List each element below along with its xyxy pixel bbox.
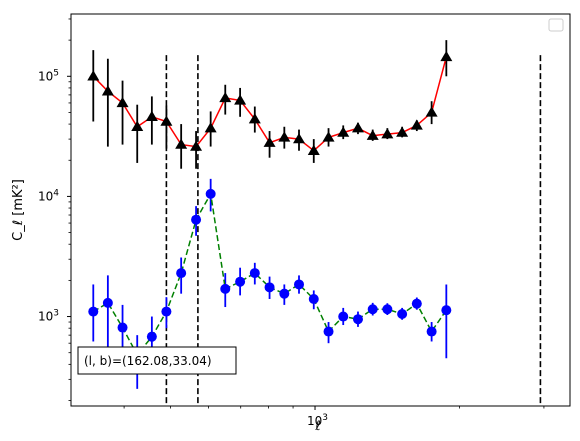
annotation-text: (l, b)=(162.08,33.04) <box>84 354 212 368</box>
series-1-marker-19 <box>367 304 378 315</box>
plot-area <box>87 40 542 406</box>
series-1-marker-9 <box>220 283 231 294</box>
series-0-marker-12 <box>263 136 276 147</box>
series-0-marker-4 <box>145 110 158 121</box>
series-1-marker-17 <box>338 311 349 322</box>
series-0-marker-6 <box>175 138 188 149</box>
series-0-marker-22 <box>410 119 423 130</box>
series-0-marker-13 <box>278 131 291 142</box>
series-1-marker-13 <box>279 288 290 299</box>
y-tick-label-exponent-1: 4 <box>53 188 59 198</box>
series-0-marker-9 <box>219 91 232 103</box>
series-0-marker-0 <box>87 70 100 81</box>
series-0-marker-7 <box>190 140 203 151</box>
annotation-box: (l, b)=(162.08,33.04) <box>77 346 237 375</box>
series-0-marker-14 <box>293 133 306 144</box>
series-1-marker-5 <box>161 306 172 317</box>
series-1 <box>88 178 452 389</box>
series-0-marker-8 <box>204 122 217 133</box>
series-0-marker-16 <box>322 131 335 142</box>
axes-frame <box>70 13 571 407</box>
series-1-marker-4 <box>146 331 157 342</box>
series-0-marker-21 <box>396 126 409 137</box>
series-1-marker-1 <box>102 297 113 308</box>
y-tick-label-exponent-2: 5 <box>53 68 59 78</box>
series-1-marker-14 <box>294 279 305 290</box>
series-1-marker-20 <box>382 304 393 315</box>
series-0-marker-19 <box>366 129 379 140</box>
series-0 <box>87 40 453 169</box>
y-axis-label: C_ℓ [mK²] <box>11 179 26 241</box>
legend-box <box>548 18 564 32</box>
series-1-marker-18 <box>352 314 363 325</box>
series-0-marker-18 <box>351 122 364 133</box>
series-0-marker-24 <box>440 50 453 62</box>
series-1-marker-16 <box>323 326 334 337</box>
series-1-marker-24 <box>441 305 452 316</box>
annotation-frame <box>77 346 237 375</box>
series-0-marker-11 <box>248 113 261 124</box>
series-0-marker-2 <box>116 96 129 108</box>
series-0-marker-23 <box>425 106 438 117</box>
series-1-marker-0 <box>88 306 99 317</box>
series-0-marker-17 <box>337 126 350 137</box>
series-1-marker-7 <box>191 214 202 225</box>
series-1-marker-6 <box>176 268 187 279</box>
series-0-marker-5 <box>160 115 173 126</box>
series-0-marker-1 <box>101 85 114 96</box>
series-1-marker-15 <box>308 293 319 304</box>
x-tick-label-exponent-0: 3 <box>322 413 328 423</box>
series-0-marker-20 <box>381 128 394 139</box>
series-1-marker-23 <box>426 326 437 337</box>
series-0-marker-10 <box>234 94 247 105</box>
y-tick-label-exponent-0: 3 <box>53 309 59 319</box>
series-1-marker-2 <box>117 322 128 333</box>
x-axis-label: ℓ <box>314 419 320 434</box>
series-1-marker-10 <box>235 276 246 287</box>
series-1-marker-21 <box>397 308 408 319</box>
series-1-marker-8 <box>205 188 216 199</box>
series-0-marker-15 <box>307 144 320 155</box>
series-1-marker-12 <box>264 282 275 293</box>
series-1-marker-22 <box>411 298 422 309</box>
series-0-marker-3 <box>131 120 144 131</box>
series-1-marker-11 <box>249 268 260 279</box>
